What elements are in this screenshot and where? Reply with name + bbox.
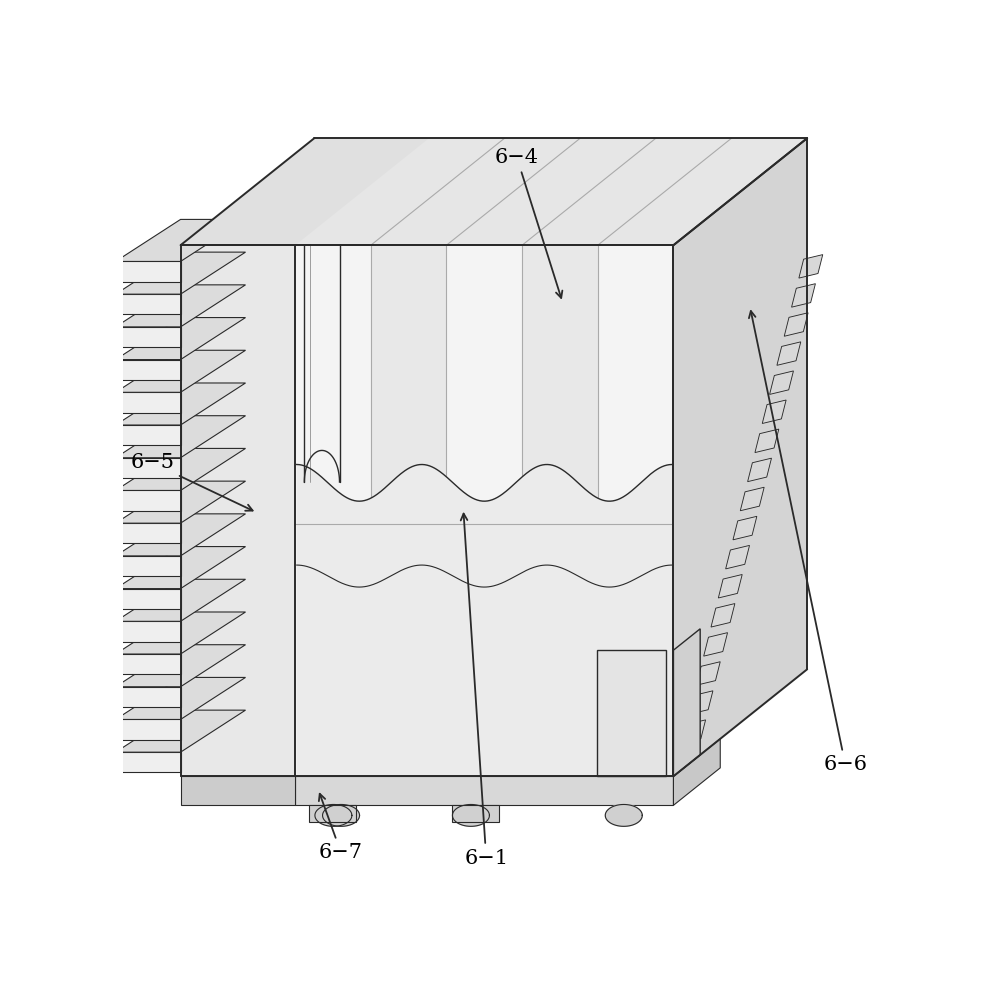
Polygon shape: [115, 285, 246, 327]
Polygon shape: [696, 662, 720, 685]
Polygon shape: [115, 318, 246, 360]
Polygon shape: [740, 487, 764, 511]
Polygon shape: [115, 481, 246, 523]
Polygon shape: [689, 691, 713, 714]
Polygon shape: [719, 574, 742, 598]
Polygon shape: [115, 458, 180, 478]
Polygon shape: [371, 245, 447, 776]
Polygon shape: [115, 252, 246, 294]
Polygon shape: [673, 138, 808, 776]
Polygon shape: [115, 327, 180, 347]
Polygon shape: [605, 804, 642, 826]
Polygon shape: [755, 429, 779, 453]
Polygon shape: [784, 313, 809, 336]
Polygon shape: [309, 805, 356, 822]
Polygon shape: [115, 350, 246, 392]
Polygon shape: [447, 245, 523, 776]
Polygon shape: [726, 545, 749, 569]
Polygon shape: [180, 138, 429, 245]
Polygon shape: [681, 720, 706, 743]
Polygon shape: [115, 556, 180, 576]
Polygon shape: [115, 425, 180, 445]
Polygon shape: [673, 739, 720, 805]
Polygon shape: [792, 284, 815, 307]
Polygon shape: [115, 621, 180, 642]
Polygon shape: [322, 804, 360, 826]
Polygon shape: [115, 677, 246, 719]
Text: 6−1: 6−1: [460, 514, 509, 868]
Polygon shape: [115, 547, 246, 589]
Polygon shape: [180, 245, 295, 776]
Polygon shape: [115, 514, 246, 556]
Polygon shape: [777, 342, 801, 365]
Polygon shape: [799, 255, 822, 278]
Polygon shape: [297, 465, 671, 776]
Polygon shape: [453, 804, 489, 826]
Text: 6−4: 6−4: [495, 148, 562, 298]
Polygon shape: [115, 579, 246, 621]
Polygon shape: [674, 749, 698, 772]
Polygon shape: [115, 687, 180, 707]
Polygon shape: [115, 294, 180, 314]
Polygon shape: [115, 710, 246, 752]
Polygon shape: [115, 645, 246, 687]
Polygon shape: [704, 633, 728, 656]
Polygon shape: [762, 400, 786, 423]
Polygon shape: [115, 523, 180, 543]
Polygon shape: [733, 516, 757, 540]
Polygon shape: [711, 604, 735, 627]
Polygon shape: [747, 458, 771, 482]
Polygon shape: [115, 752, 180, 772]
Polygon shape: [597, 650, 666, 776]
Polygon shape: [115, 219, 246, 261]
Polygon shape: [115, 448, 246, 490]
Text: 6−7: 6−7: [318, 794, 363, 862]
Text: 6−6: 6−6: [749, 311, 868, 774]
Polygon shape: [180, 138, 808, 245]
Polygon shape: [115, 612, 246, 654]
Polygon shape: [673, 629, 700, 776]
Polygon shape: [315, 804, 352, 826]
Polygon shape: [295, 245, 673, 776]
Polygon shape: [115, 360, 180, 380]
Polygon shape: [295, 245, 371, 776]
Polygon shape: [115, 416, 246, 458]
Polygon shape: [115, 589, 180, 609]
Polygon shape: [115, 383, 246, 425]
Polygon shape: [598, 245, 673, 776]
Polygon shape: [295, 776, 673, 805]
Polygon shape: [115, 654, 180, 674]
Polygon shape: [115, 392, 180, 413]
Polygon shape: [523, 245, 598, 776]
Polygon shape: [770, 371, 794, 394]
Text: 6−5: 6−5: [130, 453, 252, 511]
Polygon shape: [180, 776, 295, 805]
Polygon shape: [452, 805, 499, 822]
Polygon shape: [115, 261, 180, 282]
Polygon shape: [115, 719, 180, 740]
Polygon shape: [115, 490, 180, 511]
